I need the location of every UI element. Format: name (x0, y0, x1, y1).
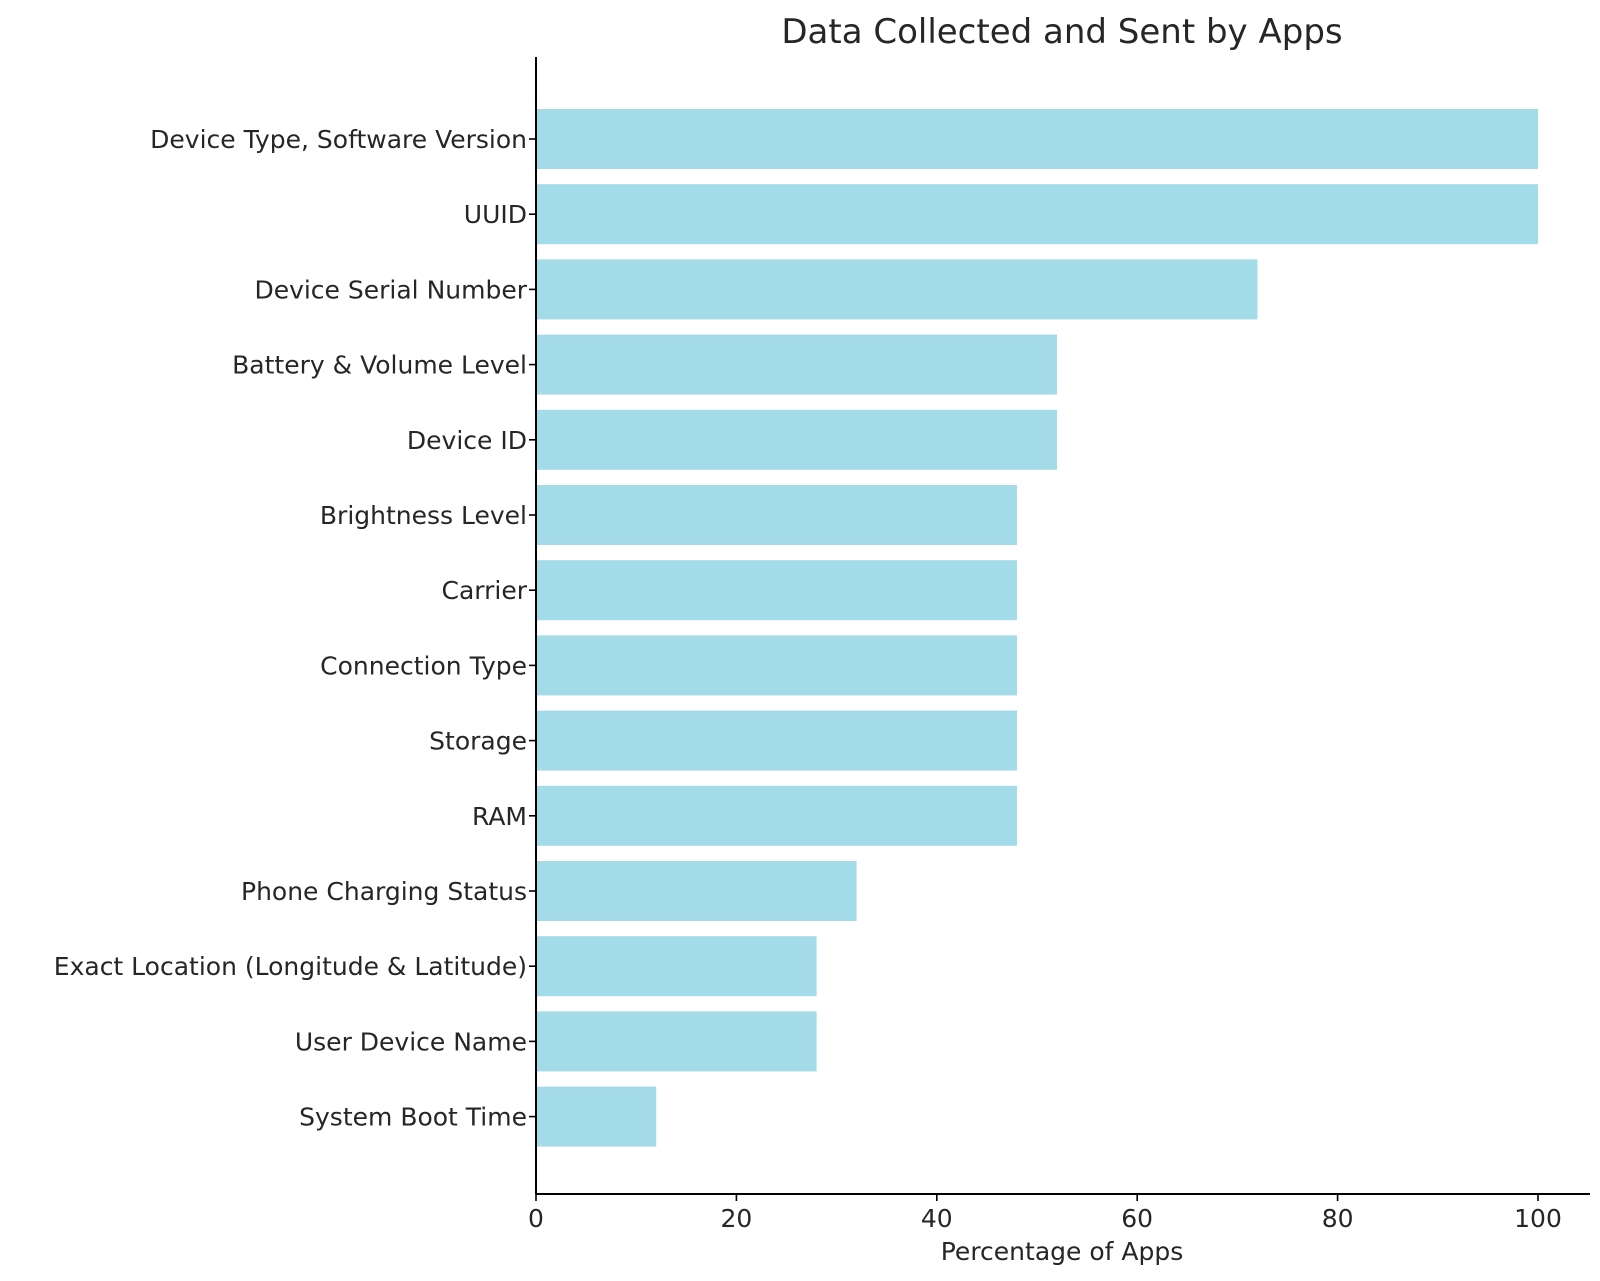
bar (536, 334, 1057, 395)
category-label: Exact Location (Longitude & Latitude) (54, 952, 527, 981)
bars-layer (536, 109, 1538, 1147)
category-label: Battery & Volume Level (232, 351, 527, 380)
category-label: Storage (429, 727, 527, 756)
x-tick-label: 40 (921, 1204, 953, 1233)
bar (536, 485, 1017, 545)
category-label: UUID (464, 200, 527, 229)
category-label: RAM (472, 802, 527, 831)
category-label: Connection Type (320, 651, 527, 680)
x-tick-label: 80 (1322, 1204, 1354, 1233)
category-labels: Device Type, Software Version UUID Device … (54, 125, 536, 1132)
bar (536, 109, 1538, 169)
x-tick-label: 60 (1121, 1204, 1153, 1233)
bar (536, 635, 1017, 696)
category-label: Device ID (407, 426, 527, 455)
category-label: User Device Name (295, 1027, 527, 1056)
bar (536, 785, 1017, 846)
bar (536, 1086, 657, 1147)
x-tick-label: 20 (720, 1204, 752, 1233)
x-tick-label: 0 (528, 1204, 544, 1233)
chart-title: Data Collected and Sent by Apps (781, 12, 1342, 52)
bar (536, 861, 857, 921)
bar (536, 259, 1258, 320)
bar (536, 1011, 817, 1072)
x-tick-label: 100 (1514, 1204, 1562, 1233)
category-label: System Boot Time (299, 1103, 527, 1132)
x-axis-label: Percentage of Apps (941, 1237, 1184, 1266)
bar (536, 710, 1017, 771)
x-axis-ticks: 0 20 40 60 80 100 (528, 1194, 1562, 1233)
bar (536, 409, 1057, 470)
bar (536, 184, 1538, 245)
bar (536, 936, 817, 997)
category-label: Device Serial Number (254, 275, 527, 304)
bar (536, 560, 1017, 621)
category-label: Carrier (442, 576, 528, 605)
category-label: Device Type, Software Version (150, 125, 527, 154)
category-label: Brightness Level (320, 501, 527, 530)
category-label: Phone Charging Status (241, 877, 527, 906)
